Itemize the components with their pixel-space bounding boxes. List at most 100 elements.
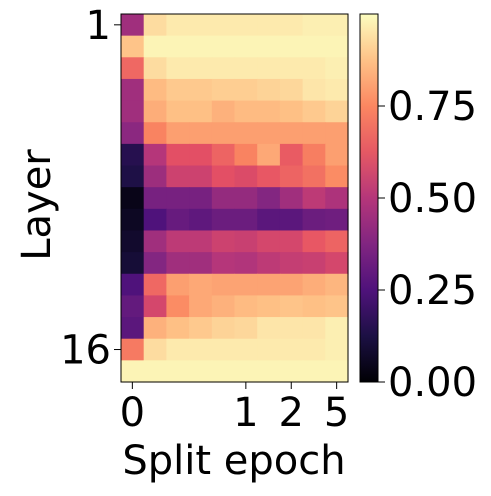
heatmap-cell <box>189 273 213 297</box>
heatmap-cell <box>302 78 326 102</box>
heatmap-cell <box>234 230 258 253</box>
heatmap-cell <box>257 14 281 37</box>
heatmap-cell <box>189 14 213 37</box>
heatmap-cell <box>234 360 258 383</box>
heatmap-cell <box>166 360 190 383</box>
heatmap-cell <box>302 35 326 58</box>
heatmap-cell <box>257 57 281 80</box>
heatmap-cell <box>325 338 349 361</box>
heatmap-cell <box>279 122 304 145</box>
heatmap-cell <box>143 78 167 102</box>
heatmap-cell <box>279 165 304 188</box>
heatmap-cell <box>189 252 213 275</box>
y-tick-label: 1 <box>86 3 111 49</box>
heatmap-cell <box>143 14 167 37</box>
heatmap-cell <box>121 122 145 145</box>
heatmap-cell <box>279 338 304 361</box>
heatmap-cell <box>211 143 236 167</box>
heatmap-cell <box>279 78 304 102</box>
heatmap-cell <box>166 57 190 80</box>
heatmap-cell <box>302 295 326 318</box>
heatmap-cell <box>325 208 349 232</box>
heatmap-cell <box>189 230 213 253</box>
colorbar <box>359 13 379 383</box>
heatmap-cell <box>143 100 167 123</box>
heatmap-cell <box>189 317 213 340</box>
heatmap-cell <box>325 252 349 275</box>
heatmap-cell <box>211 187 236 210</box>
heatmap-cell <box>234 57 258 80</box>
y-axis-label: Layer <box>14 149 60 261</box>
heatmap-cell <box>121 35 145 58</box>
heatmap-cell <box>302 14 326 37</box>
heatmap-cell <box>279 273 304 297</box>
heatmap-cell <box>166 165 190 188</box>
heatmap-cell <box>234 122 258 145</box>
heatmap-cell <box>257 317 281 340</box>
heatmap-cell <box>189 122 213 145</box>
heatmap-cell <box>143 317 167 340</box>
heatmap-cells <box>121 14 349 383</box>
heatmap-cell <box>302 338 326 361</box>
heatmap-cell <box>279 252 304 275</box>
heatmap-cell <box>166 208 190 232</box>
heatmap-cell <box>279 35 304 58</box>
heatmap-cell <box>279 187 304 210</box>
heatmap-cell <box>211 317 236 340</box>
heatmap-cell <box>121 165 145 188</box>
heatmap-cell <box>325 100 349 123</box>
heatmap-cell <box>302 143 326 167</box>
colorbar-tick-label: 0.50 <box>388 176 477 222</box>
colorbar-tick-label: 0.25 <box>388 268 477 314</box>
heatmap-cell <box>189 143 213 167</box>
heatmap-cell <box>211 208 236 232</box>
heatmap-cell <box>143 143 167 167</box>
heatmap-cell <box>234 35 258 58</box>
heatmap-cell <box>121 78 145 102</box>
heatmap-cell <box>302 100 326 123</box>
heatmap-cell <box>302 360 326 383</box>
heatmap-cell <box>257 35 281 58</box>
heatmap-cell <box>279 317 304 340</box>
heatmap-cell <box>211 230 236 253</box>
heatmap-cell <box>211 122 236 145</box>
heatmap-cell <box>121 295 145 318</box>
heatmap-cell <box>143 338 167 361</box>
heatmap-cell <box>257 165 281 188</box>
heatmap-cell <box>166 122 190 145</box>
heatmap-cell <box>302 187 326 210</box>
heatmap-cell <box>121 187 145 210</box>
x-tick-label: 1 <box>233 390 258 436</box>
heatmap-cell <box>325 230 349 253</box>
heatmap-cell <box>257 273 281 297</box>
x-tick-label: 5 <box>324 390 349 436</box>
heatmap-cell <box>189 165 213 188</box>
heatmap-cell <box>279 57 304 80</box>
heatmap-cell <box>302 317 326 340</box>
x-tick-label: 0 <box>120 390 145 436</box>
heatmap-cell <box>302 252 326 275</box>
heatmap-cell <box>143 187 167 210</box>
heatmap-cell <box>257 187 281 210</box>
heatmap-cell <box>234 100 258 123</box>
heatmap-cell <box>234 252 258 275</box>
heatmap-cell <box>211 273 236 297</box>
colorbar-axis: 0.00 0.25 0.50 0.75 <box>378 84 477 406</box>
heatmap-cell <box>121 360 145 383</box>
heatmap-cell <box>143 360 167 383</box>
heatmap-cell <box>302 122 326 145</box>
heatmap-cell <box>325 35 349 58</box>
plot-frame <box>120 13 349 383</box>
heatmap-cell <box>234 295 258 318</box>
heatmap-cell <box>257 360 281 383</box>
heatmap-cell <box>211 295 236 318</box>
heatmap-cell <box>302 57 326 80</box>
heatmap-cell <box>189 57 213 80</box>
heatmap-cell <box>166 338 190 361</box>
heatmap-cell <box>143 295 167 318</box>
heatmap-cell <box>302 165 326 188</box>
heatmap-cell <box>189 295 213 318</box>
heatmap-cell <box>234 317 258 340</box>
